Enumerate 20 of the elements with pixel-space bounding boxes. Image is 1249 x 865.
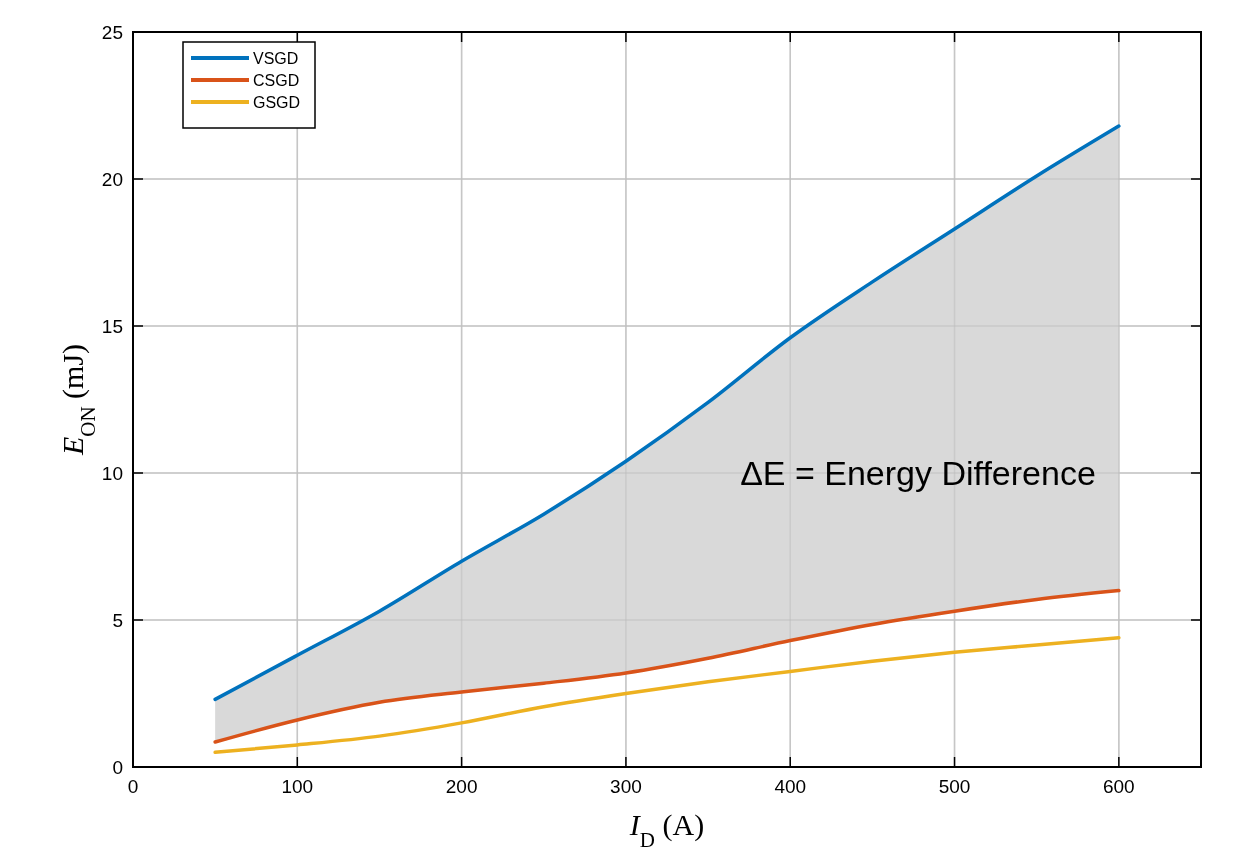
legend-label: GSGD	[253, 93, 301, 111]
y-tick-label: 10	[101, 462, 123, 484]
legend-label: VSGD	[253, 49, 299, 67]
x-tick-label: 600	[1102, 776, 1135, 797]
x-tick-label: 100	[281, 776, 314, 797]
x-tick-label: 0	[127, 776, 139, 797]
y-tick-label: 20	[101, 168, 123, 190]
x-axis-title: I$_{D}$ (A)	[628, 808, 705, 852]
y-tick-label: 15	[101, 315, 123, 337]
y-tick-label: 5	[112, 609, 123, 631]
x-tick-label: 400	[774, 776, 807, 797]
x-tick-label: 200	[445, 776, 478, 797]
y-tick-label: 0	[112, 756, 123, 778]
line-series	[213, 588, 1121, 744]
y-tick-label: 25	[101, 21, 123, 43]
x-tick-label: 500	[938, 776, 971, 797]
legend-label: CSGD	[253, 71, 300, 89]
line-series	[213, 635, 1121, 755]
x-tick-label: 300	[610, 776, 642, 797]
annotation: ΔE = Energy Difference	[740, 453, 1096, 492]
